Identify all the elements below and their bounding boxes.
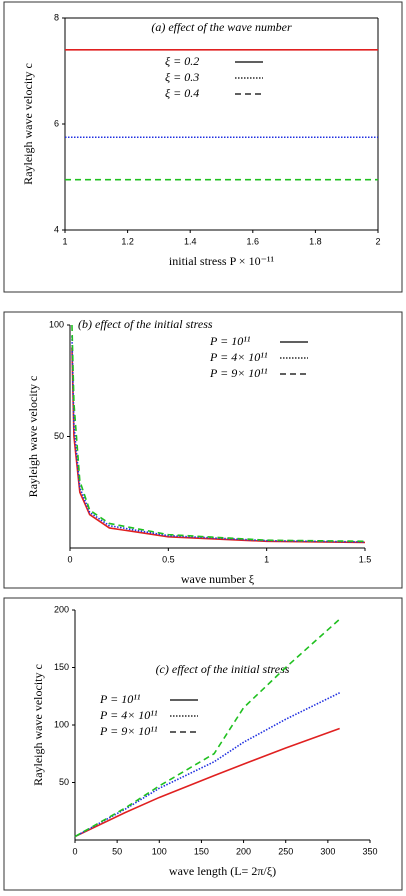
y-tick-label: 100 xyxy=(54,719,69,729)
series-line xyxy=(74,727,340,838)
x-tick-label: 2 xyxy=(375,236,380,246)
x-axis-label: wave number ξ xyxy=(181,572,255,586)
series-line xyxy=(71,336,366,543)
y-tick-label: 100 xyxy=(49,319,64,329)
y-tick-label: 50 xyxy=(59,777,69,787)
y-tick-label: 150 xyxy=(54,662,69,672)
legend-label: ξ = 0.2 xyxy=(165,54,199,68)
x-tick-label: 1.4 xyxy=(184,236,197,246)
y-tick-label: 50 xyxy=(54,431,64,441)
y-tick-label: 8 xyxy=(54,12,59,22)
y-axis-label: Rayleigh wave velocity c xyxy=(31,664,45,786)
series-line xyxy=(74,692,341,838)
x-tick-label: 1 xyxy=(62,236,67,246)
x-tick-label: 300 xyxy=(320,846,335,856)
chart-title: (b) effect of the initial stress xyxy=(78,317,213,331)
panel-frame xyxy=(3,597,403,891)
x-tick-label: 1.6 xyxy=(247,236,260,246)
series-line xyxy=(74,618,341,838)
x-axis-label: initial stress P × 10⁻¹¹ xyxy=(169,254,275,268)
panel-frame xyxy=(3,1,403,293)
x-tick-label: 1.2 xyxy=(121,236,134,246)
x-axis-label: wave length (L= 2π/ξ) xyxy=(169,864,276,878)
chart-title: (a) effect of the wave number xyxy=(151,20,292,34)
y-tick-label: 200 xyxy=(54,604,69,614)
x-tick-label: 1.5 xyxy=(359,554,372,564)
legend-label: ξ = 0.3 xyxy=(165,70,199,84)
legend-label: P = 9× 10¹¹ xyxy=(99,724,158,738)
legend-label: P = 4× 10¹¹ xyxy=(209,350,268,364)
x-tick-label: 200 xyxy=(236,846,251,856)
y-tick-label: 6 xyxy=(54,118,59,128)
y-tick-label: 4 xyxy=(54,224,59,234)
x-tick-label: 100 xyxy=(152,846,167,856)
x-tick-label: 250 xyxy=(278,846,293,856)
x-tick-label: 1 xyxy=(264,554,269,564)
chart-title: (c) effect of the initial stress xyxy=(156,662,290,676)
x-tick-label: 1.8 xyxy=(309,236,322,246)
legend-label: P = 4× 10¹¹ xyxy=(99,708,158,722)
y-axis-label: Rayleigh wave velocity c xyxy=(21,63,35,185)
legend-label: P = 10¹¹ xyxy=(209,334,251,348)
panel-frame xyxy=(3,311,403,589)
x-tick-label: 0 xyxy=(72,846,77,856)
x-tick-label: 150 xyxy=(194,846,209,856)
x-tick-label: 0 xyxy=(67,554,72,564)
x-tick-label: 50 xyxy=(112,846,122,856)
legend-label: ξ = 0.4 xyxy=(165,86,199,100)
y-axis-label: Rayleigh wave velocity c xyxy=(26,376,40,498)
series-line xyxy=(71,324,366,543)
x-tick-label: 0.5 xyxy=(162,554,175,564)
x-tick-label: 350 xyxy=(362,846,377,856)
legend-label: P = 10¹¹ xyxy=(99,692,141,706)
legend-label: P = 9× 10¹¹ xyxy=(209,366,268,380)
series-line xyxy=(71,347,366,544)
